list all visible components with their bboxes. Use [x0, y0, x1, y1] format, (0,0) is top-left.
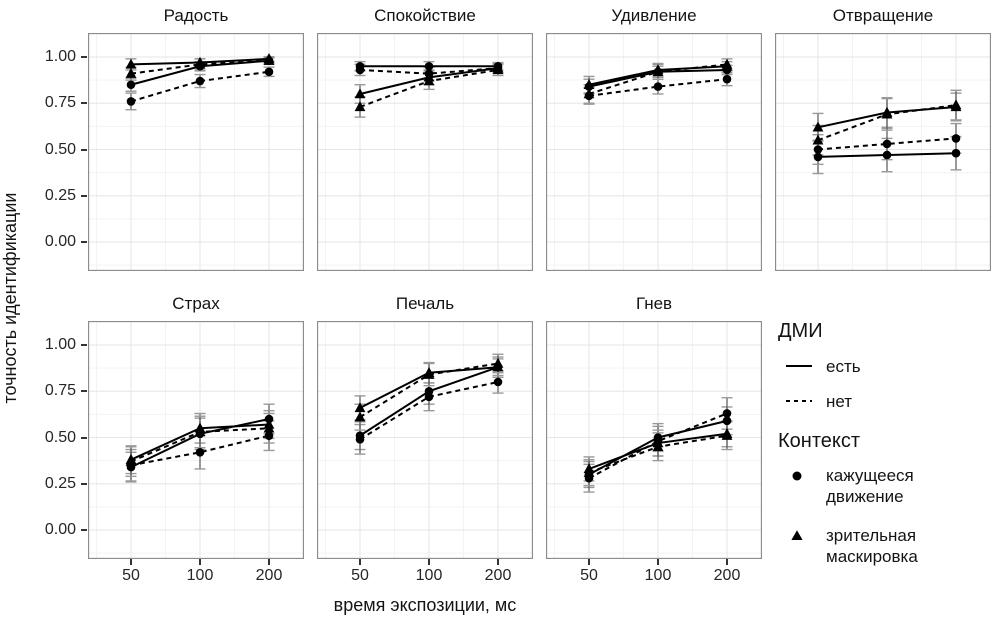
y-tick-label: 0.50	[44, 140, 76, 158]
x-tick-mark	[199, 559, 201, 565]
legend-item-dmi-no: нет	[778, 390, 998, 412]
legend-item-dmi-yes: есть	[778, 355, 998, 377]
x-tick-mark	[726, 559, 728, 565]
x-tick-mark	[657, 559, 659, 565]
y-tick-label: 0.75	[44, 382, 76, 400]
x-tick-mark	[428, 559, 430, 565]
legend: ДМИ есть нет Контекст кажущееся движение…	[778, 320, 998, 585]
x-tick-mark	[497, 559, 499, 565]
x-tick-mark	[359, 559, 361, 565]
panel-title-joy: Радость	[163, 6, 229, 25]
legend-label-context-mask: зрительная маскировка	[826, 526, 918, 566]
panel-canvas-disgust	[775, 33, 991, 271]
panel-title-sadness: Печаль	[395, 294, 455, 313]
x-tick-mark	[130, 559, 132, 565]
x-tick-label: 200	[484, 567, 512, 584]
panel-disgust: Отвращение	[775, 6, 991, 271]
x-tick-label: 100	[644, 567, 672, 584]
circle-marker-swatch	[792, 471, 802, 481]
legend-linetype-title: ДМИ	[778, 320, 823, 342]
y-tick-mark	[81, 56, 87, 58]
x-tick-label: 200	[255, 567, 283, 584]
solid-line-swatch	[786, 365, 812, 367]
x-axis-title: время экспозиции, мс	[333, 595, 517, 615]
legend-label-context-motion: кажущееся движение	[826, 466, 914, 506]
panel-canvas-surprise	[546, 33, 762, 271]
y-tick-mark	[81, 102, 87, 105]
y-tick-label: 0.00	[44, 521, 76, 538]
y-tick-label: 0.25	[44, 186, 76, 204]
x-tick-label: 50	[351, 567, 369, 584]
panel-title-disgust: Отвращение	[832, 6, 934, 25]
x-tick-label: 50	[122, 567, 140, 584]
panel-title-calm: Спокойствие	[374, 6, 476, 25]
panel-canvas-anger	[546, 321, 762, 559]
y-tick-mark	[81, 436, 87, 439]
x-tick-label: 200	[713, 567, 741, 584]
panel-anger: Гнев	[546, 294, 762, 559]
y-tick-mark	[81, 194, 87, 197]
y-tick-mark	[81, 241, 87, 243]
panel-canvas-sadness	[317, 321, 533, 559]
panel-title-fear: Страх	[172, 294, 220, 313]
y-tick-mark	[81, 390, 87, 393]
panel-title-anger: Гнев	[635, 294, 673, 313]
y-tick-mark	[81, 344, 87, 346]
legend-label-dmi-yes: есть	[826, 356, 861, 376]
legend-label-dmi-no: нет	[826, 391, 853, 411]
triangle-marker-swatch	[791, 530, 803, 540]
y-tick-mark	[81, 529, 87, 531]
panel-canvas-joy	[88, 33, 304, 271]
panel-sadness: Печаль	[317, 294, 533, 559]
y-tick-label: 1.00	[44, 48, 76, 65]
y-tick-label: 0.75	[44, 94, 76, 112]
x-tick-mark	[588, 559, 590, 565]
y-axis-title: точность идентификации	[0, 192, 20, 404]
x-tick-mark	[268, 559, 270, 565]
y-tick-label: 0.50	[44, 428, 76, 446]
panel-fear: Страх	[88, 294, 304, 559]
legend-item-context-mask: зрительная маскировка	[778, 525, 998, 567]
y-tick-label: 1.00	[44, 336, 76, 353]
panel-canvas-calm	[317, 33, 533, 271]
panel-calm: Спокойствие	[317, 6, 533, 271]
x-tick-label: 50	[580, 567, 598, 584]
x-tick-label: 100	[415, 567, 443, 584]
panel-title-surprise: Удивление	[611, 6, 697, 25]
panel-joy: Радость	[88, 6, 304, 271]
legend-item-context-motion: кажущееся движение	[778, 465, 998, 507]
dashed-line-swatch	[786, 400, 812, 402]
panel-surprise: Удивление	[546, 6, 762, 271]
y-tick-mark	[81, 482, 87, 485]
x-tick-label: 100	[186, 567, 214, 584]
y-tick-label: 0.25	[44, 474, 76, 492]
y-tick-mark	[81, 148, 87, 151]
panel-canvas-fear	[88, 321, 304, 559]
y-tick-label: 0.00	[44, 233, 76, 250]
legend-shape-title: Контекст	[778, 430, 861, 452]
